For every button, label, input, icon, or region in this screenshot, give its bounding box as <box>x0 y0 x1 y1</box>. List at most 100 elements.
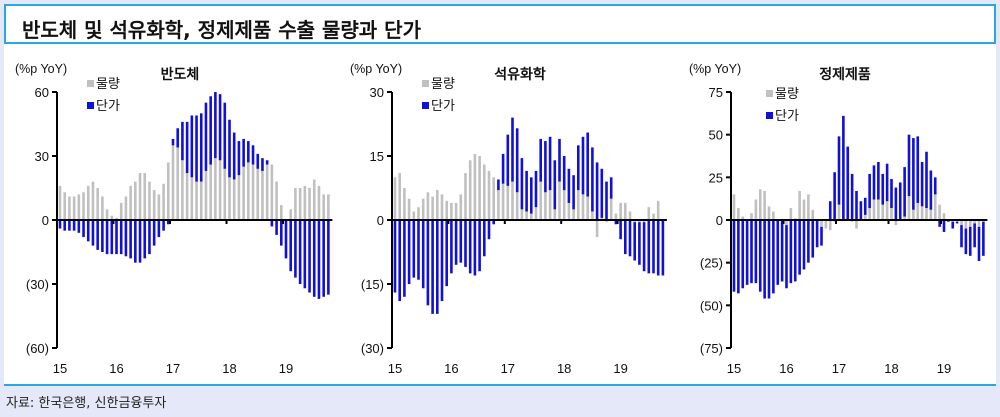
bar-price <box>920 161 924 207</box>
bar-price <box>544 141 547 193</box>
bar-price <box>780 220 784 282</box>
bar-volume <box>261 170 264 220</box>
bar-volume <box>171 145 175 220</box>
bar-price <box>134 220 137 263</box>
bar-volume <box>247 162 250 220</box>
bar-volume <box>605 220 608 223</box>
bar-price <box>322 220 325 297</box>
bar-volume <box>581 194 585 220</box>
bar-price <box>785 225 788 289</box>
bar-volume <box>68 196 71 220</box>
bar-price <box>572 175 575 210</box>
bar-volume <box>515 192 519 220</box>
bar-price <box>487 220 491 240</box>
bar-volume <box>539 181 542 220</box>
bar-price <box>190 115 194 178</box>
bar-volume <box>903 216 906 220</box>
bar-volume <box>820 220 823 227</box>
bar-price <box>129 220 132 259</box>
bar-price <box>609 177 613 199</box>
bar-volume <box>548 190 552 220</box>
bar-price <box>855 190 858 220</box>
bar-volume <box>824 220 828 229</box>
bar-volume <box>973 220 976 224</box>
bar-volume <box>938 204 941 220</box>
bar-price <box>303 220 307 289</box>
bar-price <box>586 132 589 197</box>
bar-price <box>327 220 330 295</box>
bar-price <box>101 220 104 252</box>
bar-volume <box>327 194 330 220</box>
x-tick-label: 16 <box>109 361 123 376</box>
bar-price <box>398 220 401 302</box>
bar-price <box>776 220 780 285</box>
bar-price <box>270 220 274 227</box>
bar-price <box>68 220 71 231</box>
bar-price <box>124 220 128 257</box>
bar-volume <box>763 190 766 220</box>
panel-title: 정제제품 <box>819 66 871 82</box>
bar-volume <box>473 153 477 220</box>
bar-volume <box>256 168 260 220</box>
bar-price <box>591 147 594 212</box>
bar-price <box>539 138 542 182</box>
bar-price <box>228 119 231 178</box>
y-tick-label: (75) <box>700 341 723 356</box>
bar-volume <box>920 206 924 220</box>
bar-volume <box>652 213 655 220</box>
bar-volume <box>63 192 67 220</box>
bar-volume <box>894 220 898 226</box>
bar-price <box>863 197 867 215</box>
x-tick-label: 17 <box>166 361 180 376</box>
bar-volume <box>450 202 453 220</box>
bar-volume <box>129 185 132 220</box>
bar-volume <box>925 208 928 220</box>
bar-price <box>577 145 580 191</box>
bar-price <box>859 201 863 220</box>
bar-volume <box>785 220 788 226</box>
bar-volume <box>855 220 858 229</box>
y-tick-label: (30) <box>361 341 384 356</box>
bar-volume <box>591 211 594 220</box>
bar-price <box>973 223 976 248</box>
bar-price <box>110 220 114 255</box>
bar-price <box>501 153 505 184</box>
bar-volume <box>223 168 227 220</box>
bar-volume <box>933 194 937 220</box>
bar-volume <box>294 188 297 220</box>
bar-volume <box>890 208 893 220</box>
bar-volume <box>586 196 589 220</box>
x-tick-label: 19 <box>613 361 627 376</box>
bar-volume <box>572 209 575 220</box>
bar-volume <box>544 192 547 220</box>
bar-price <box>534 170 538 208</box>
bar-price <box>763 220 766 299</box>
bar-volume <box>798 190 801 220</box>
bar-volume <box>942 213 946 220</box>
bar-volume <box>789 208 793 220</box>
bar-volume <box>398 173 401 220</box>
bar-price <box>279 220 283 246</box>
bar-volume <box>567 202 571 220</box>
y-tick-label: (50) <box>700 298 723 313</box>
bar-price <box>633 222 636 261</box>
bar-price <box>162 220 165 231</box>
bar-price <box>426 220 430 306</box>
bar-volume <box>497 190 500 220</box>
bar-price <box>581 136 585 195</box>
bar-volume <box>251 164 255 220</box>
legend-label-price: 단가 <box>775 108 799 123</box>
bar-price <box>815 220 819 248</box>
y-tick-label: 50 <box>709 128 723 143</box>
bar-volume <box>431 196 434 220</box>
legend-swatch-price <box>422 102 429 109</box>
bar-volume <box>614 213 618 220</box>
bar-price <box>148 220 151 255</box>
bar-volume <box>308 188 311 220</box>
bar-volume <box>237 175 241 220</box>
bar-volume <box>877 199 880 220</box>
bar-volume <box>802 199 806 220</box>
bar-price <box>407 220 411 284</box>
bar-volume <box>885 201 889 220</box>
bar-price <box>115 220 118 255</box>
